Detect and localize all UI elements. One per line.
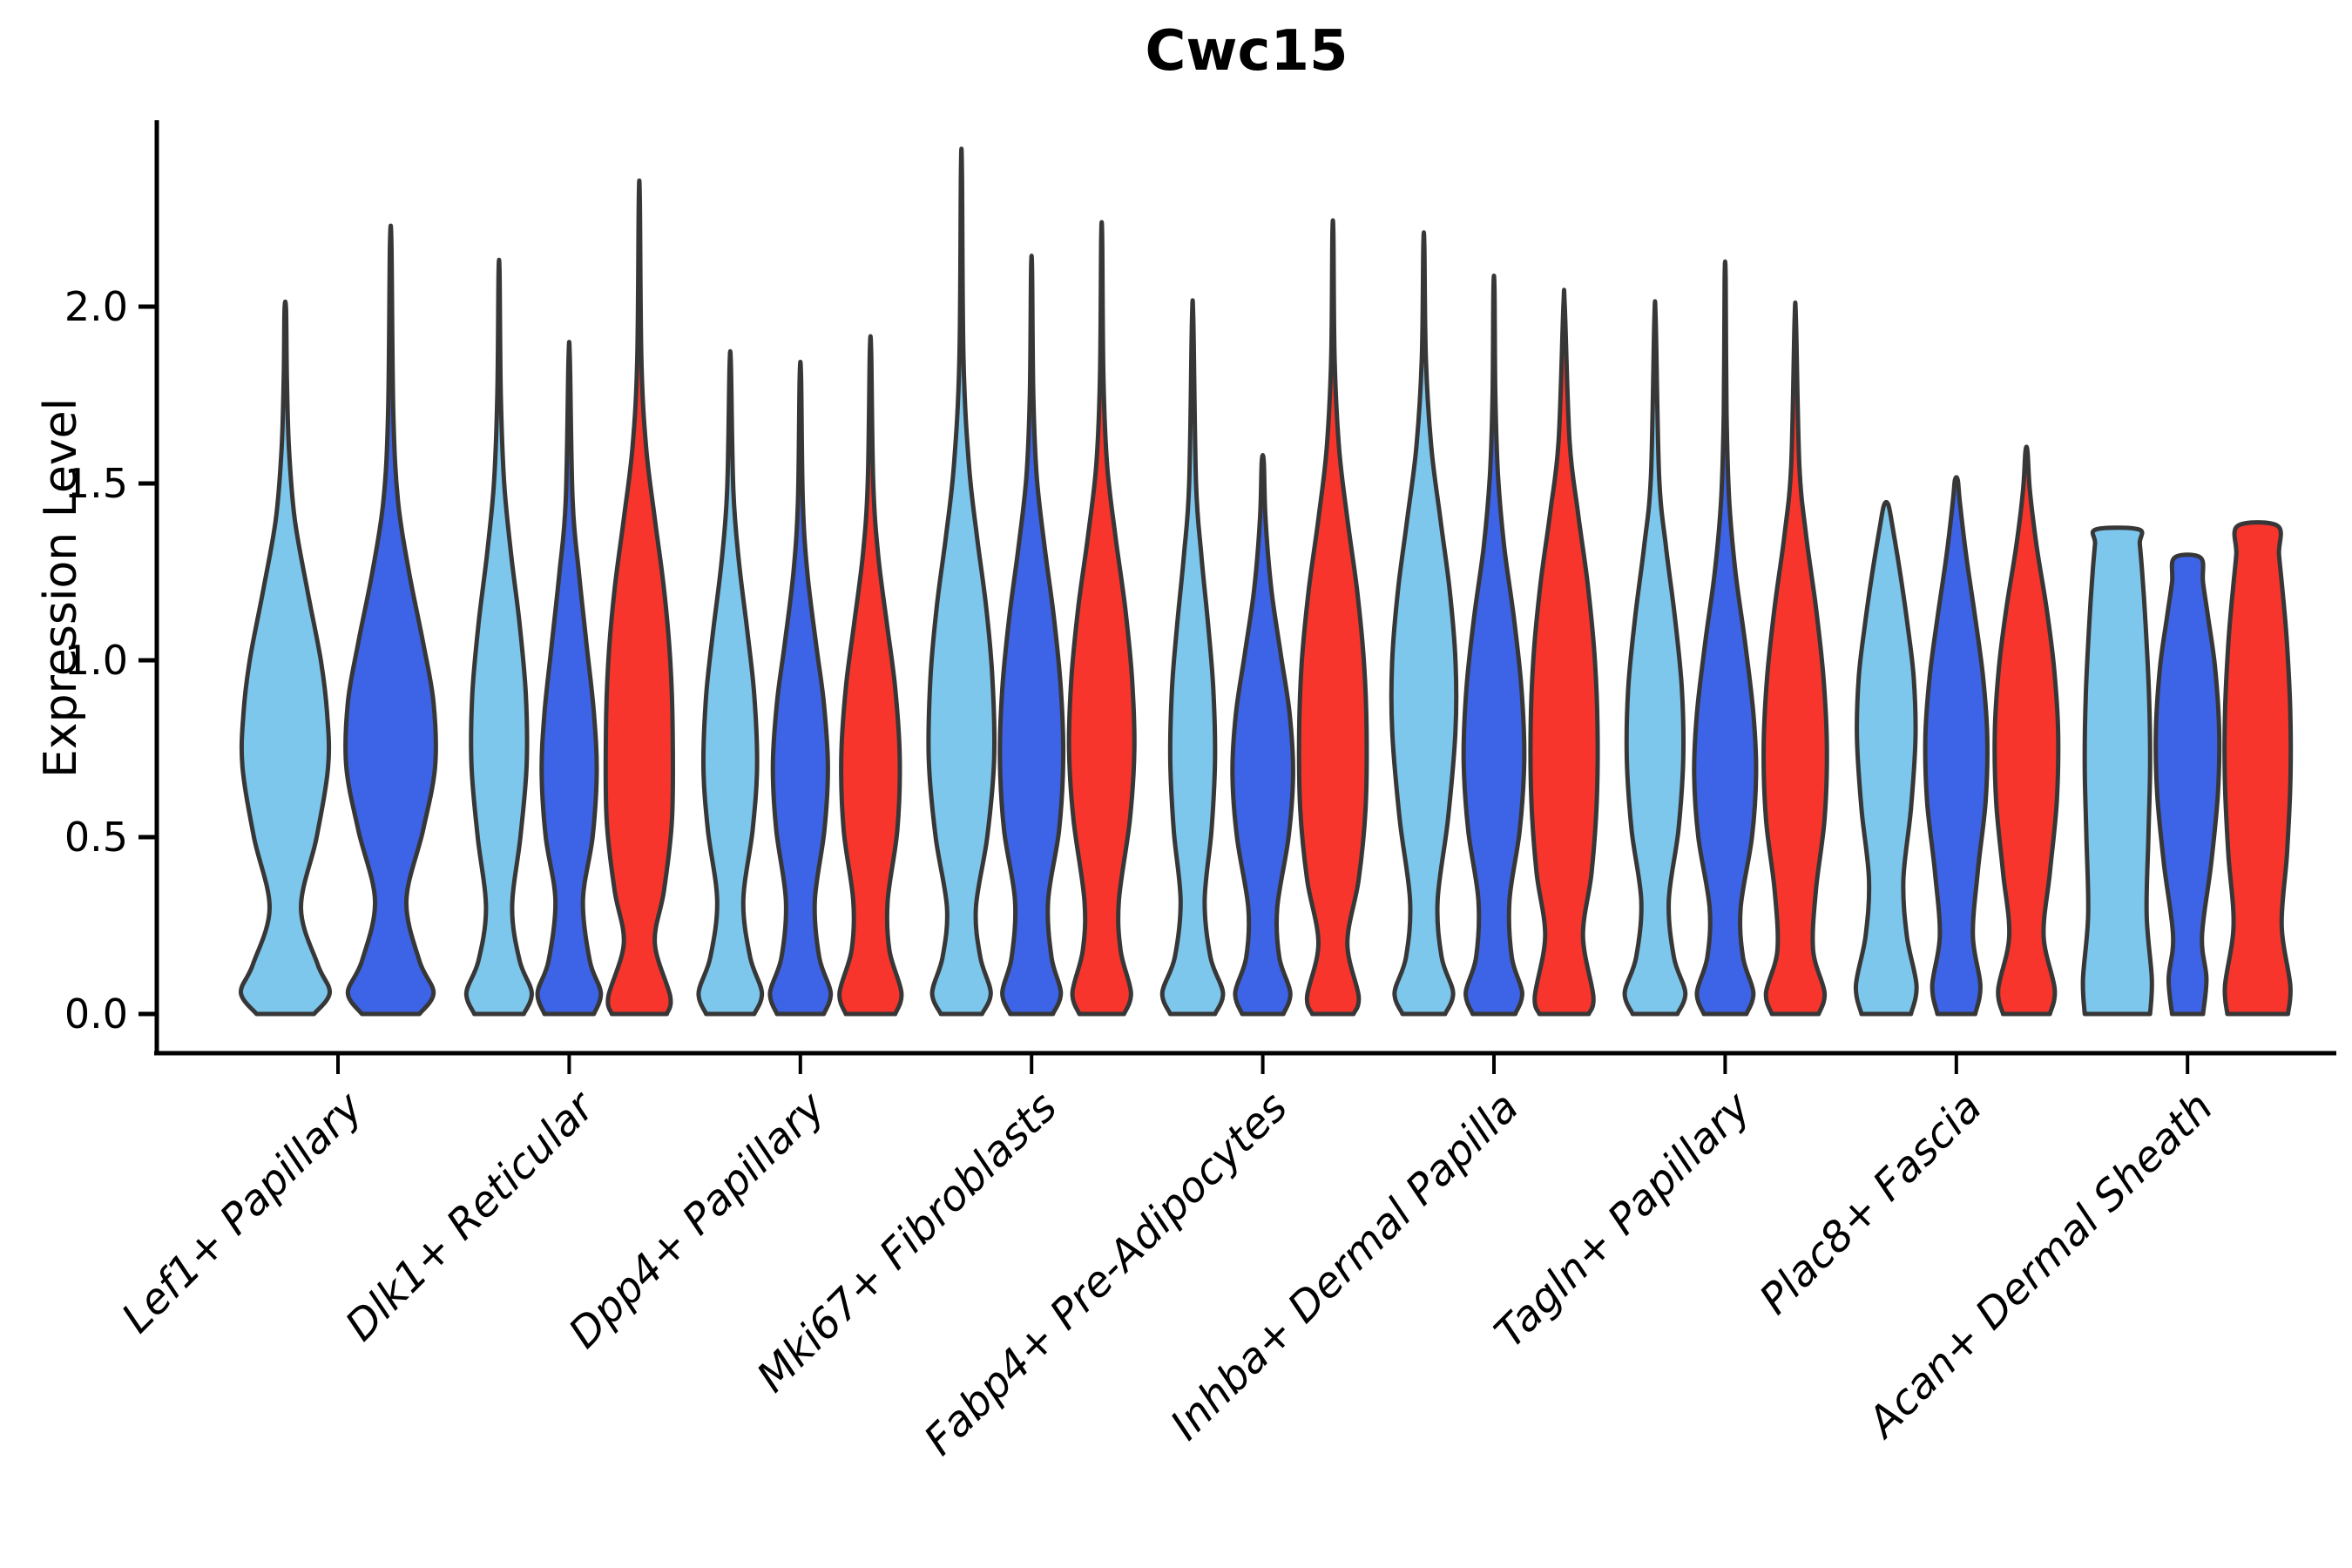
violin-7-3 xyxy=(1761,300,1829,1017)
violin-9-1 xyxy=(2080,525,2154,1017)
violin-6-3 xyxy=(1528,287,1600,1017)
violin-7-1 xyxy=(1622,299,1688,1017)
violin-8-1 xyxy=(1853,499,1919,1017)
y-tick-label: 0.0 xyxy=(64,990,128,1037)
violin-1-2 xyxy=(343,223,438,1017)
violin-3-2 xyxy=(767,359,834,1017)
y-tick-label: 0.5 xyxy=(64,814,128,861)
violin-8-2 xyxy=(1923,475,1990,1017)
violin-4-3 xyxy=(1066,220,1137,1017)
violin-9-3 xyxy=(2222,520,2294,1017)
violin-2-1 xyxy=(463,257,534,1017)
violin-2-3 xyxy=(603,178,676,1017)
violin-8-3 xyxy=(1992,444,2061,1017)
chart-title: Cwc15 xyxy=(1145,19,1348,84)
y-tick-label: 2.0 xyxy=(64,283,128,330)
violin-6-1 xyxy=(1389,230,1459,1017)
violin-5-2 xyxy=(1230,453,1295,1017)
violin-1-1 xyxy=(239,299,332,1017)
violin-9-2 xyxy=(2153,552,2222,1017)
y-tick-label: 1.0 xyxy=(64,637,128,684)
violin-4-2 xyxy=(997,253,1066,1017)
violin-7-2 xyxy=(1692,259,1759,1017)
violin-5-1 xyxy=(1159,298,1226,1017)
y-tick-label: 1.5 xyxy=(64,460,128,507)
violin-4-1 xyxy=(926,146,997,1017)
violin-5-3 xyxy=(1296,218,1369,1017)
violin-3-1 xyxy=(696,348,765,1017)
violin-2-2 xyxy=(535,340,604,1017)
violin-3-3 xyxy=(837,334,904,1017)
violin-6-2 xyxy=(1461,273,1527,1017)
